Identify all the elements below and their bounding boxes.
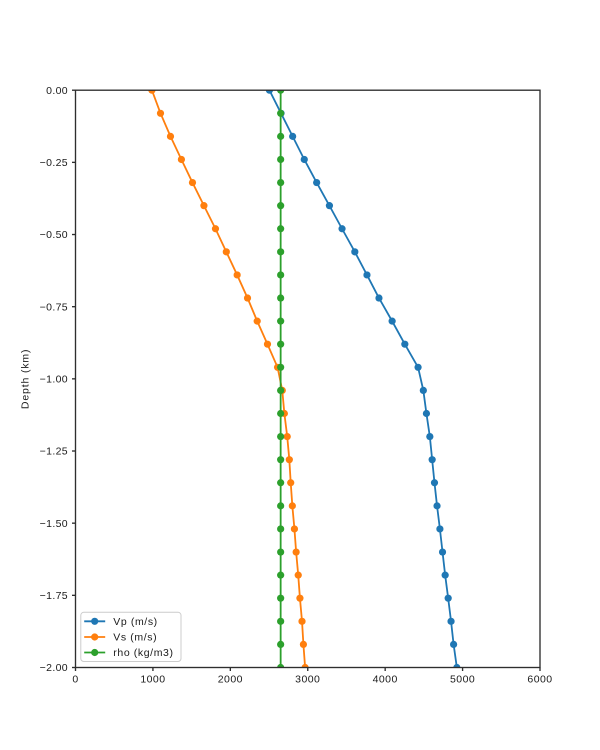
- svg-text:−1.00: −1.00: [40, 374, 68, 386]
- svg-text:3000: 3000: [295, 673, 320, 685]
- svg-text:4000: 4000: [373, 673, 398, 685]
- svg-text:rho (kg/m3): rho (kg/m3): [113, 647, 173, 659]
- svg-text:Depth (km): Depth (km): [20, 349, 32, 409]
- svg-text:Vp (m/s): Vp (m/s): [113, 616, 157, 628]
- svg-text:5000: 5000: [450, 673, 475, 685]
- svg-text:2000: 2000: [218, 673, 243, 685]
- svg-text:−1.50: −1.50: [40, 518, 68, 530]
- svg-text:6000: 6000: [527, 673, 552, 685]
- svg-text:−1.75: −1.75: [40, 590, 68, 602]
- svg-text:−1.25: −1.25: [40, 446, 68, 458]
- svg-text:0.00: 0.00: [46, 85, 68, 97]
- svg-text:−0.50: −0.50: [40, 229, 68, 241]
- svg-text:1000: 1000: [140, 673, 165, 685]
- svg-text:−0.25: −0.25: [40, 157, 68, 169]
- svg-text:−0.75: −0.75: [40, 301, 68, 313]
- svg-text:−2.00: −2.00: [40, 662, 68, 674]
- svg-text:0: 0: [72, 673, 78, 685]
- svg-text:Vs (m/s): Vs (m/s): [113, 632, 157, 644]
